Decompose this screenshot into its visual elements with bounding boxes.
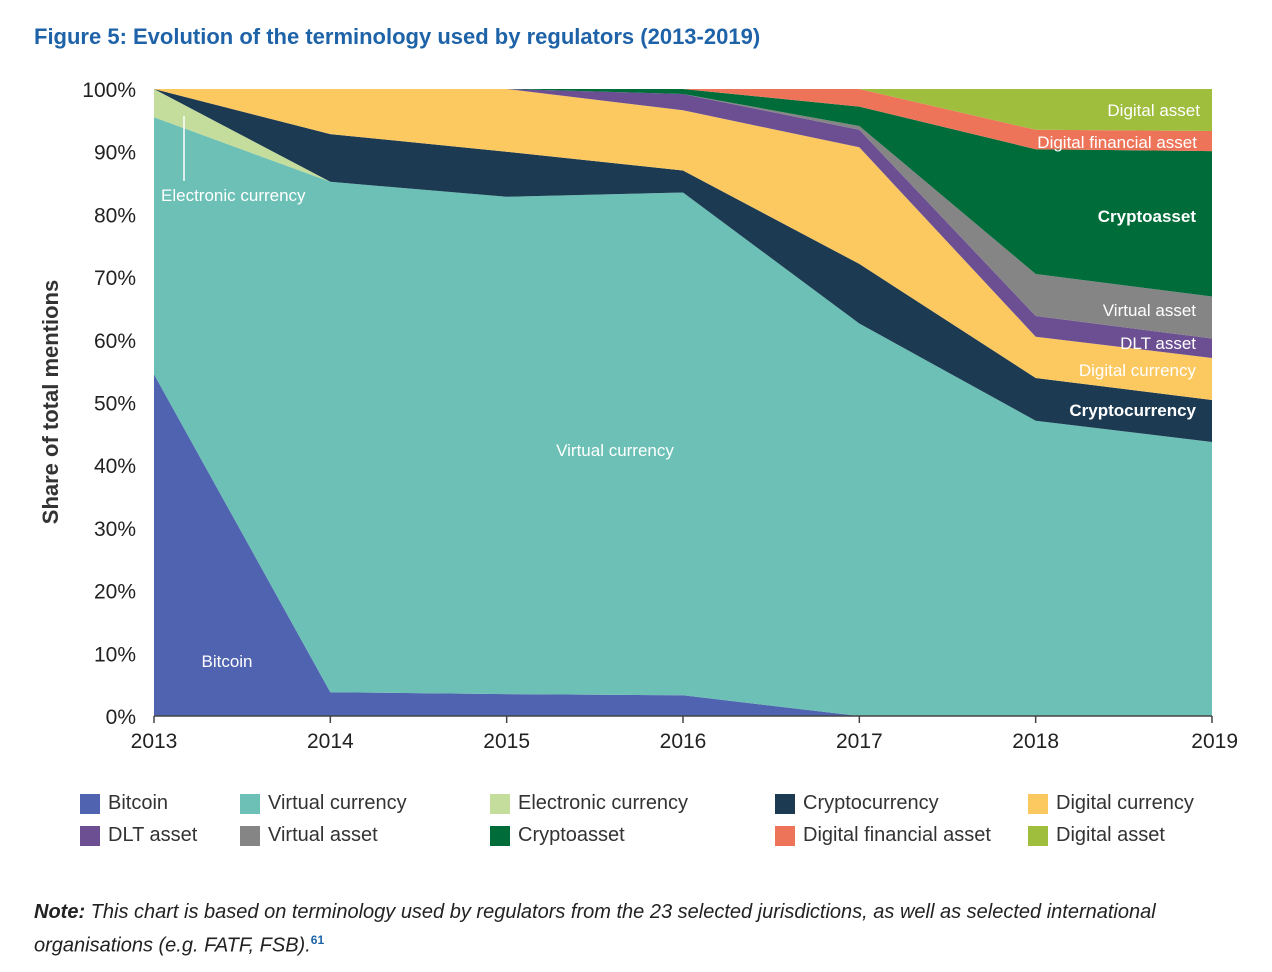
y-tick-label: 40% — [94, 455, 136, 478]
area-virtual-currency — [154, 117, 1212, 716]
note-label: Note: — [34, 901, 86, 923]
legend-item-virtual-currency: Virtual currency — [240, 792, 407, 815]
legend-label: Digital currency — [1056, 792, 1194, 814]
legend-swatch — [1028, 825, 1048, 846]
y-tick-label: 80% — [94, 204, 136, 227]
legend-swatch — [490, 825, 510, 846]
y-tick-label: 50% — [94, 393, 136, 416]
y-tick-label: 70% — [94, 267, 136, 290]
y-tick-label: 60% — [94, 330, 136, 353]
legend-label: Virtual currency — [268, 792, 407, 814]
legend-label: Digital financial asset — [803, 824, 991, 846]
y-axis-label: Share of total mentions — [38, 280, 63, 524]
area-bitcoin — [154, 374, 1212, 716]
area-label-dlt-asset: DLT asset — [1120, 334, 1196, 353]
x-tick-label: 2013 — [131, 730, 178, 753]
area-label-cryptoasset: Cryptoasset — [1098, 207, 1197, 226]
note-reference: 61 — [310, 933, 325, 947]
legend-swatch — [80, 825, 100, 846]
x-tick-label: 2017 — [836, 730, 883, 753]
x-tick-label: 2015 — [483, 730, 530, 753]
legend-item-digital-asset: Digital asset — [1028, 824, 1165, 847]
note-text: This chart is based on terminology used … — [34, 901, 1156, 957]
area-cryptocurrency — [154, 89, 1212, 442]
x-tick-label: 2018 — [1012, 730, 1059, 753]
y-tick-label: 100% — [82, 79, 136, 102]
legend-swatch — [1028, 793, 1048, 814]
area-label-digital-asset: Digital asset — [1107, 101, 1200, 120]
x-axis-ticks: 2013 2014 2015 2016 2017 2018 2019 — [131, 716, 1238, 753]
legend-item-virtual-asset: Virtual asset — [240, 824, 378, 847]
legend-swatch — [80, 793, 100, 814]
area-label-digital-financial-asset: Digital financial asset — [1037, 133, 1197, 152]
legend-item-bitcoin: Bitcoin — [80, 792, 168, 815]
legend-item-dlt-asset: DLT asset — [80, 824, 197, 847]
y-tick-label: 30% — [94, 518, 136, 541]
area-label-virtual-asset: Virtual asset — [1103, 301, 1197, 320]
legend-label: Digital asset — [1056, 824, 1165, 846]
x-tick-label: 2019 — [1191, 730, 1238, 753]
legend-swatch — [775, 825, 795, 846]
legend-swatch — [240, 825, 260, 846]
y-tick-label: 20% — [94, 581, 136, 604]
area-layers — [154, 89, 1212, 716]
area-dlt-asset — [154, 89, 1212, 358]
x-tick-label: 2014 — [307, 730, 354, 753]
area-label-electronic-currency: Electronic currency — [161, 186, 306, 205]
legend-item-cryptocurrency: Cryptocurrency — [775, 792, 939, 815]
chart-title: Figure 5: Evolution of the terminology u… — [34, 24, 761, 49]
area-label-bitcoin: Bitcoin — [201, 652, 252, 671]
area-digital-currency — [154, 89, 1212, 400]
y-axis-ticks: 0% 10% 20% 30% 40% 50% 60% 70% 80% 90% 100% — [82, 79, 136, 729]
area-cryptoasset — [154, 89, 1212, 297]
area-label-digital-currency: Digital currency — [1079, 361, 1197, 380]
legend-swatch — [775, 793, 795, 814]
area-digital-financial-asset — [154, 89, 1212, 152]
legend-label: Electronic currency — [518, 792, 689, 814]
y-tick-label: 90% — [94, 142, 136, 165]
legend-item-cryptoasset: Cryptoasset — [490, 824, 625, 847]
legend-item-electronic-currency: Electronic currency — [490, 792, 688, 815]
legend-label: Virtual asset — [268, 824, 378, 846]
stacked-area-chart: 0%10%20%30%40%50%60%70%80%90%100% 2013 20… — [38, 79, 1238, 753]
legend-label: Cryptocurrency — [803, 792, 939, 814]
legend-label: Cryptoasset — [518, 824, 625, 846]
y-tick-label: 10% — [94, 643, 136, 666]
area-label-cryptocurrency: Cryptocurrency — [1069, 401, 1196, 420]
x-tick-label: 2016 — [660, 730, 707, 753]
legend-item-digital-financial-asset: Digital financial asset — [775, 824, 991, 847]
legend-swatch — [490, 793, 510, 814]
area-label-virtual-currency: Virtual currency — [556, 441, 674, 460]
legend-label: DLT asset — [108, 824, 198, 846]
area-digital-asset — [154, 89, 1212, 131]
legend-label: Bitcoin — [108, 792, 169, 814]
legend-item-digital-currency: Digital currency — [1028, 792, 1194, 815]
y-tick-label: 0% — [106, 706, 136, 729]
legend-swatch — [240, 793, 260, 814]
chart-note: Note: This chart is based on terminology… — [34, 898, 1244, 960]
area-virtual-asset — [154, 89, 1212, 339]
